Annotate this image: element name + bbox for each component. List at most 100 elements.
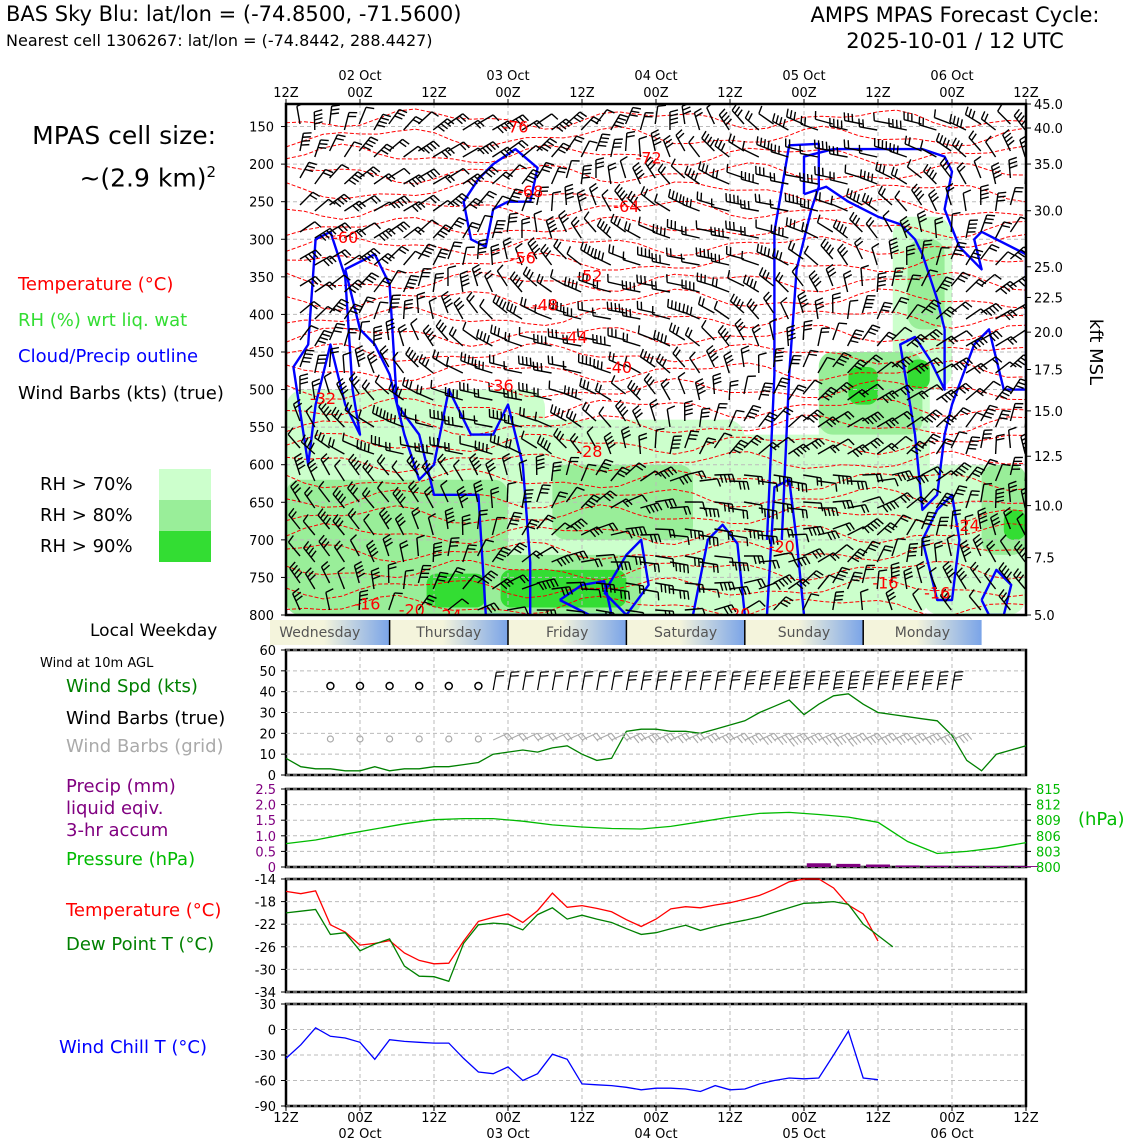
- wind-barb: [803, 501, 824, 512]
- wind-barb: [1008, 156, 1018, 179]
- wind-barb: [769, 199, 789, 212]
- wind-axis-label: 40: [259, 686, 276, 701]
- wind-barb: [920, 239, 933, 260]
- isotherm-line: [286, 288, 1026, 311]
- wind-barb: [861, 354, 884, 368]
- wind-barb: [728, 439, 749, 455]
- wind-barb: [935, 132, 952, 152]
- wind-barb: [347, 481, 360, 503]
- wind-barb: [1009, 456, 1023, 476]
- height-tick-label: 30.0: [1034, 205, 1063, 220]
- cell-size-sup: 2: [206, 163, 216, 181]
- wind-barb-true: [699, 671, 712, 691]
- wind-barb: [373, 113, 392, 131]
- wind-barb: [936, 335, 959, 347]
- wind-barb: [994, 487, 1005, 509]
- wind-barb: [417, 219, 440, 233]
- wind-barb: [714, 501, 734, 513]
- wind-barb: [299, 249, 322, 263]
- wind-barb: [521, 550, 544, 563]
- wind-barb: [379, 345, 390, 368]
- wind-barb: [741, 140, 760, 158]
- wind-barb: [844, 164, 863, 179]
- wind-barb: [536, 578, 559, 590]
- pressure-tick-label: 500: [249, 384, 274, 399]
- cloud-outline: [765, 142, 820, 540]
- wind-barb: [891, 538, 906, 557]
- wind-barb: [492, 146, 515, 158]
- wind-barb: [758, 105, 775, 125]
- height-tick-label: 20.0: [1034, 326, 1063, 341]
- cloud-outline: [802, 147, 1026, 511]
- wind-barb: [984, 567, 997, 590]
- bottom-hour-label: 12Z: [717, 1111, 743, 1126]
- wind-barb: [624, 106, 642, 125]
- pressure-axis-label: 806: [1036, 830, 1061, 845]
- wind-barb: [579, 377, 597, 395]
- bottom-hour-label: 00Z: [643, 1111, 669, 1126]
- wind-barb: [799, 198, 819, 212]
- wind-barb: [653, 329, 671, 347]
- wind-barb: [496, 264, 508, 287]
- cell-size-label: MPAS cell size: ~(2.9 km)2: [20, 118, 216, 196]
- wind-barb: [366, 350, 378, 374]
- wind-barb: [299, 161, 318, 179]
- wind-barb: [462, 147, 485, 158]
- calm-circle-grid: [474, 735, 482, 743]
- wind-barb: [437, 453, 449, 476]
- legend-temperature-2m: Temperature (°C): [66, 900, 222, 921]
- isotherm-label: -24: [436, 606, 462, 625]
- wind-barb: [876, 390, 899, 404]
- wind-barb: [865, 216, 878, 239]
- wind-barb: [667, 188, 686, 206]
- wind-barb: [392, 486, 406, 509]
- wind-barb: [299, 349, 315, 368]
- wind-barb: [519, 406, 538, 422]
- wind-barb: [714, 138, 730, 158]
- wind-barb: [962, 189, 972, 212]
- wind-barb: [728, 133, 745, 152]
- wind-barb: [861, 192, 878, 212]
- wind-barb: [935, 306, 958, 320]
- weekday-band: [270, 620, 390, 645]
- wind-barb: [858, 144, 878, 158]
- wind-barb: [410, 317, 420, 341]
- wind-barb: [906, 362, 929, 374]
- weekday-name: Wednesday: [279, 625, 360, 641]
- wind-barb: [808, 270, 822, 293]
- wind-barb: [743, 404, 762, 422]
- wind-barb: [959, 539, 972, 563]
- wind-barb: [965, 248, 984, 266]
- wind-barb-true: [714, 671, 727, 691]
- precip-bar: [954, 866, 979, 867]
- wind-barb: [521, 518, 540, 536]
- wind-barb: [906, 159, 923, 179]
- wind-barb: [506, 212, 519, 233]
- wind-barb: [1009, 402, 1024, 422]
- wind-barb: [358, 247, 381, 262]
- wind-barb: [710, 226, 730, 239]
- wind-barb: [995, 309, 1018, 321]
- wind-barb: [773, 436, 795, 449]
- wind-barb: [462, 197, 484, 212]
- wind-barb: [403, 174, 426, 188]
- wind-barb: [758, 582, 781, 590]
- wind-barb: [713, 300, 730, 320]
- bottom-date-label: 03 Oct: [486, 1127, 529, 1140]
- wind-barb: [444, 507, 455, 530]
- wind-barb: [684, 327, 701, 347]
- isotherm-line: [286, 522, 1026, 546]
- top-hour-label: 00Z: [939, 86, 965, 101]
- wind-barb: [921, 433, 941, 449]
- isotherm-line: [286, 324, 1026, 347]
- wind-barb: [314, 139, 329, 158]
- wind-barb-true: [581, 671, 594, 691]
- wind-barb: [549, 404, 567, 422]
- wind-barb: [354, 345, 366, 368]
- wind-barb: [536, 435, 553, 455]
- wind-barb: [980, 243, 1000, 260]
- wind-barb-true: [773, 671, 786, 691]
- isotherm-line: [286, 486, 1026, 509]
- wind-barb: [514, 242, 523, 266]
- wind-barb: [946, 534, 955, 557]
